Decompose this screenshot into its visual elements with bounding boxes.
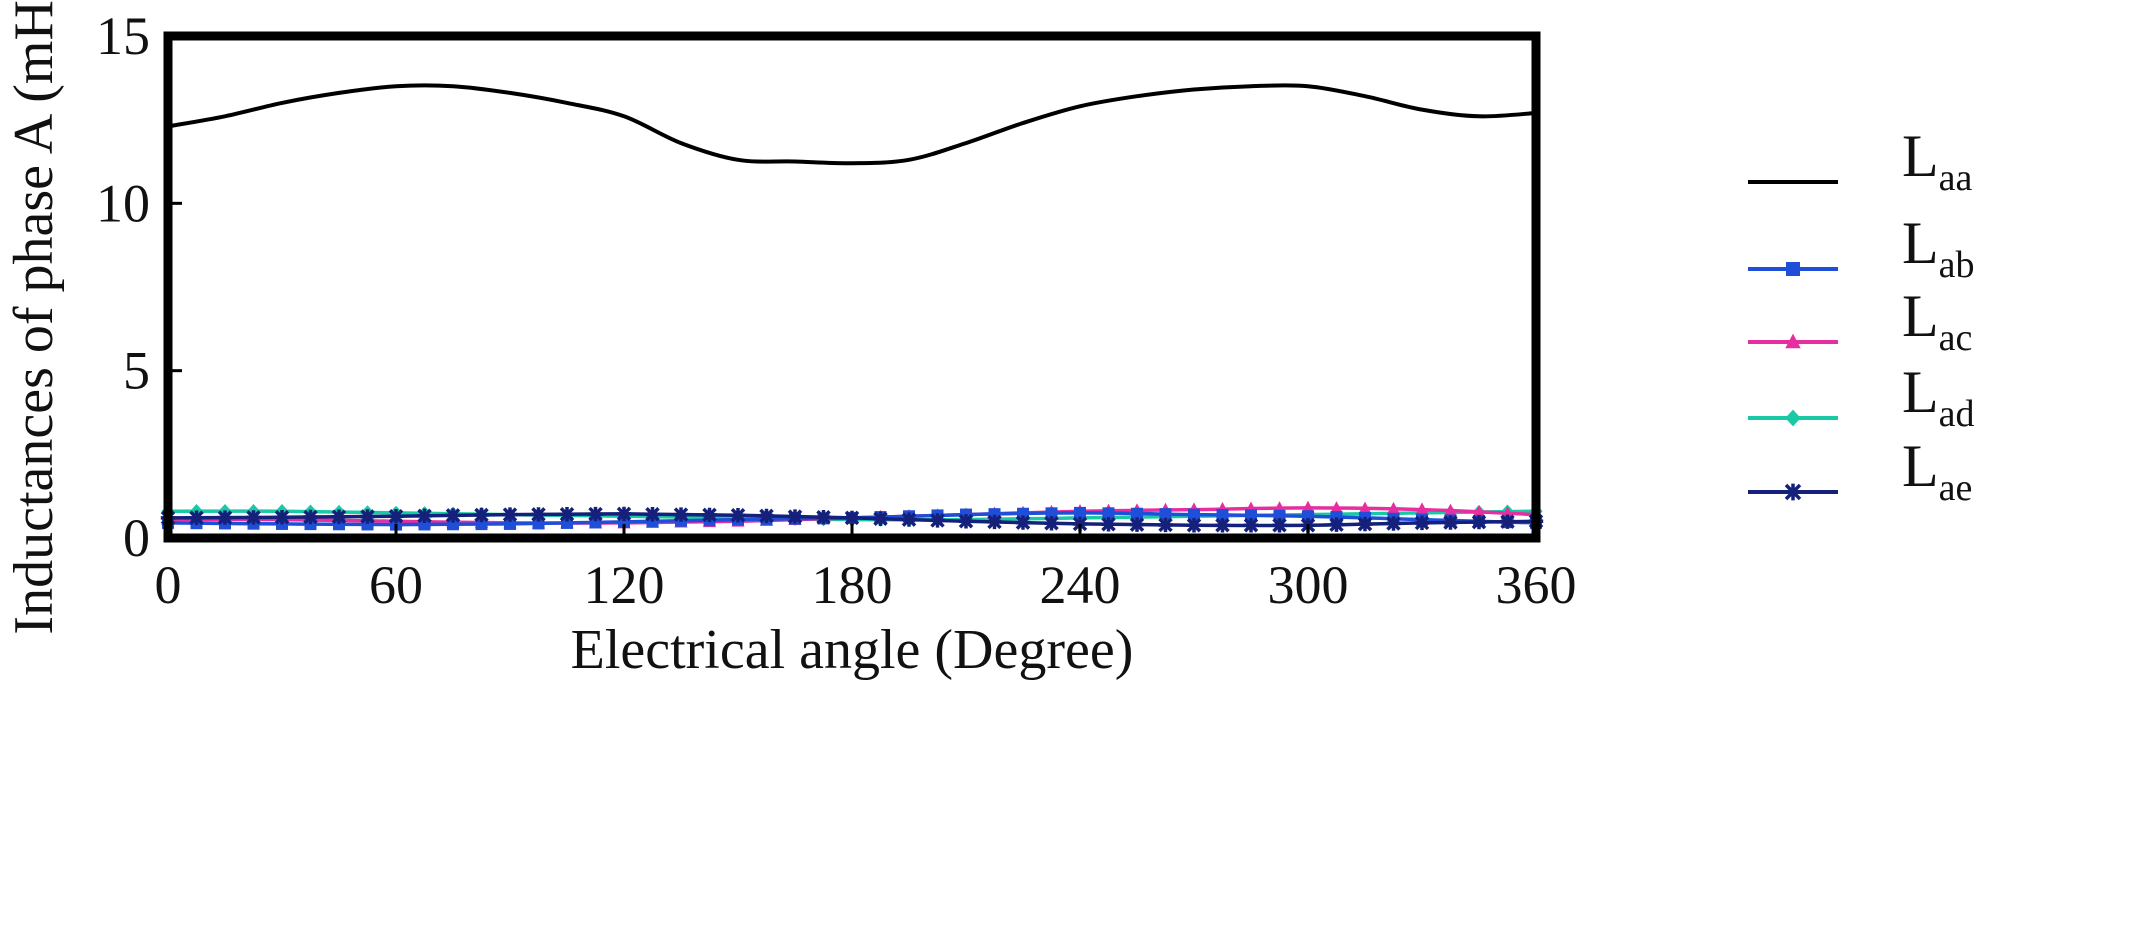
point-l-ae [787, 509, 803, 524]
point-l-ae [673, 507, 689, 522]
legend-item-l-ae: Lae [1748, 433, 1972, 509]
point-l-ae [987, 514, 1002, 530]
legend-item-l-ab: Lab [1748, 210, 1975, 286]
point-l-ae [331, 509, 347, 524]
point-l-ae [1186, 518, 1202, 533]
point-l-ae [844, 510, 860, 526]
point-l-ac [1386, 501, 1401, 515]
x-tick-label-60: 60 [369, 555, 423, 615]
legend-marker-l-ad [1785, 409, 1801, 427]
point-l-ac [1443, 503, 1458, 517]
point-l-ae [531, 507, 546, 522]
point-l-ae [730, 508, 746, 523]
point-l-ae [588, 506, 603, 522]
point-l-ab [1074, 506, 1086, 519]
point-l-ae [1158, 517, 1173, 533]
point-l-ab [1017, 507, 1029, 520]
point-l-ab [1273, 509, 1286, 522]
point-l-ae [246, 510, 261, 525]
point-l-ab [504, 517, 516, 530]
point-l-ae [1357, 516, 1373, 532]
point-l-ae [759, 508, 774, 524]
point-l-ac [1415, 502, 1429, 515]
x-tick-label-0: 0 [155, 555, 182, 615]
point-l-ac [1329, 501, 1344, 514]
point-l-ac [1500, 506, 1515, 519]
tick-layer: 0 60 120 180 240 300 360 0 5 10 15 [96, 6, 1577, 615]
point-l-ab [475, 518, 488, 531]
y-tick-label-0: 0 [123, 508, 150, 568]
y-axis-label: Inductances of phase A (mH) [3, 0, 65, 635]
point-l-ae [474, 507, 489, 523]
point-l-ab [1102, 507, 1115, 520]
point-l-ab [1045, 507, 1058, 520]
point-l-ae [816, 510, 831, 525]
y-tick-label-5: 5 [123, 341, 150, 401]
point-l-ab [1131, 507, 1143, 520]
point-l-ae [1129, 517, 1145, 532]
point-l-ab [532, 517, 545, 530]
point-l-ae [1272, 518, 1287, 533]
point-l-ae [217, 510, 233, 525]
point-l-ae [559, 507, 575, 522]
point-l-ac [1472, 504, 1486, 518]
legend-marker-l-ab [1786, 262, 1800, 276]
point-l-ab [1159, 508, 1172, 521]
x-tick-label-300: 300 [1268, 555, 1349, 615]
point-l-ae [388, 509, 404, 524]
point-l-ac [1358, 501, 1372, 515]
point-l-ae [1215, 518, 1230, 533]
point-l-ae [303, 509, 318, 525]
series-line-l-aa [167, 83, 1537, 166]
point-l-ab [1245, 509, 1257, 522]
point-l-ae [1015, 515, 1031, 530]
point-l-ae [1471, 514, 1487, 530]
point-l-ae [1329, 517, 1344, 532]
point-l-ab [1188, 508, 1200, 521]
point-l-ae [360, 509, 375, 524]
legend-marker-l-ac [1785, 333, 1801, 349]
point-l-ab [1216, 508, 1229, 521]
y-tick-label-10: 10 [96, 173, 150, 233]
point-l-ae [616, 506, 632, 522]
point-l-ae [1243, 518, 1259, 533]
point-l-ae [1101, 517, 1116, 532]
point-l-ae [901, 512, 917, 527]
point-l-ae [873, 511, 888, 526]
legend-marker-l-ae [1784, 483, 1802, 501]
point-l-ae [645, 507, 660, 522]
series-l-aa [167, 83, 1537, 166]
y-tick-label-15: 15 [96, 6, 150, 66]
x-tick-label-240: 240 [1040, 555, 1121, 615]
point-l-ae [930, 513, 945, 528]
point-l-ae [1414, 515, 1430, 531]
point-l-ae [417, 508, 432, 524]
legend-label-l-ae: Lae [1902, 433, 1972, 509]
point-l-ae [274, 510, 290, 525]
point-l-ae [1044, 516, 1059, 531]
point-l-ae [702, 507, 717, 523]
legend-label-l-ab: Lab [1902, 210, 1975, 286]
point-l-ab [447, 518, 459, 531]
x-tick-label-360: 360 [1496, 555, 1577, 615]
point-l-ae [958, 514, 974, 529]
point-l-ae [1500, 514, 1515, 529]
point-l-ae [1072, 516, 1088, 532]
point-l-ae [189, 510, 204, 525]
point-l-ae [445, 508, 461, 523]
x-tick-label-120: 120 [584, 555, 665, 615]
point-l-ae [1386, 516, 1401, 531]
point-l-ae [502, 507, 518, 522]
point-l-ac [1301, 500, 1315, 514]
point-l-ab [418, 518, 431, 531]
x-axis-label: Electrical angle (Degree) [571, 619, 1134, 681]
x-tick-label-180: 180 [812, 555, 893, 615]
point-l-ab [1302, 510, 1314, 523]
point-l-ab [561, 516, 573, 529]
point-l-ae [1443, 515, 1458, 530]
